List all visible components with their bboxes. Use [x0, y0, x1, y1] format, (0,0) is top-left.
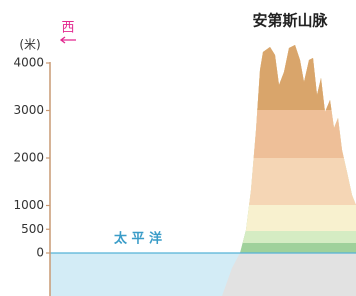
tick-label: 1000: [13, 198, 44, 212]
direction-arrow: [61, 37, 76, 43]
tick-label: 2000: [13, 151, 44, 165]
mountain: [200, 0, 356, 296]
title: 安第斯山脉: [252, 12, 328, 30]
tick-label: 4000: [13, 56, 44, 70]
direction-label: 西: [61, 21, 74, 36]
sea-label: 太 平 洋: [113, 231, 162, 247]
tick-label: 3000: [13, 103, 44, 117]
tick-label: 500: [21, 222, 44, 236]
unit-label: (米): [19, 38, 40, 52]
y-ticks: 0 500 1000 2000 3000 4000: [13, 56, 50, 260]
figure: 0 500 1000 2000 3000 4000 (米) 西 安第斯山脉 太 平 洋: [0, 0, 356, 296]
tick-label: 0: [36, 246, 44, 260]
